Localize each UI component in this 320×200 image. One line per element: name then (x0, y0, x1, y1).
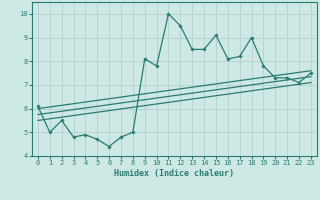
X-axis label: Humidex (Indice chaleur): Humidex (Indice chaleur) (115, 169, 234, 178)
